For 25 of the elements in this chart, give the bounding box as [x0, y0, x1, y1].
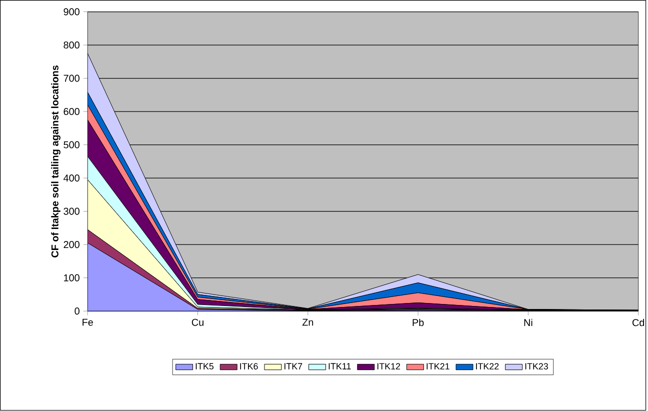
- y-tick-label: 700: [64, 74, 80, 82]
- x-tick-label: Fe: [82, 318, 93, 326]
- y-tick-label: 600: [64, 108, 80, 116]
- legend-label: ITK11: [328, 363, 351, 370]
- legend-label: ITK5: [196, 363, 214, 370]
- y-tick-label: 200: [64, 241, 80, 248]
- legend-label: ITK21: [426, 363, 450, 370]
- x-tick-label: Pb: [412, 319, 424, 326]
- legend-label: ITK22: [476, 363, 499, 370]
- legend-label: ITK6: [240, 363, 258, 370]
- y-axis-title: CF of Itakpe soil tailing against locations: [51, 66, 60, 258]
- y-tick-label: 800: [64, 42, 80, 49]
- y-tick-label: 900: [64, 8, 80, 16]
- x-tick-label: Zn: [302, 318, 314, 326]
- y-tick-label: 0: [74, 308, 80, 315]
- x-tick-label: Cd: [632, 319, 644, 326]
- y-tick-label: 100: [64, 274, 80, 282]
- x-tick-label: Ni: [524, 319, 532, 326]
- y-tick-label: 500: [64, 141, 80, 148]
- x-tick-label: Cu: [192, 319, 204, 326]
- legend-label: ITK12: [377, 363, 400, 370]
- y-tick-label: 300: [64, 208, 80, 215]
- y-tick-label: 400: [64, 174, 80, 182]
- legend-label: ITK7: [284, 363, 302, 370]
- legend-label: ITK23: [525, 363, 548, 370]
